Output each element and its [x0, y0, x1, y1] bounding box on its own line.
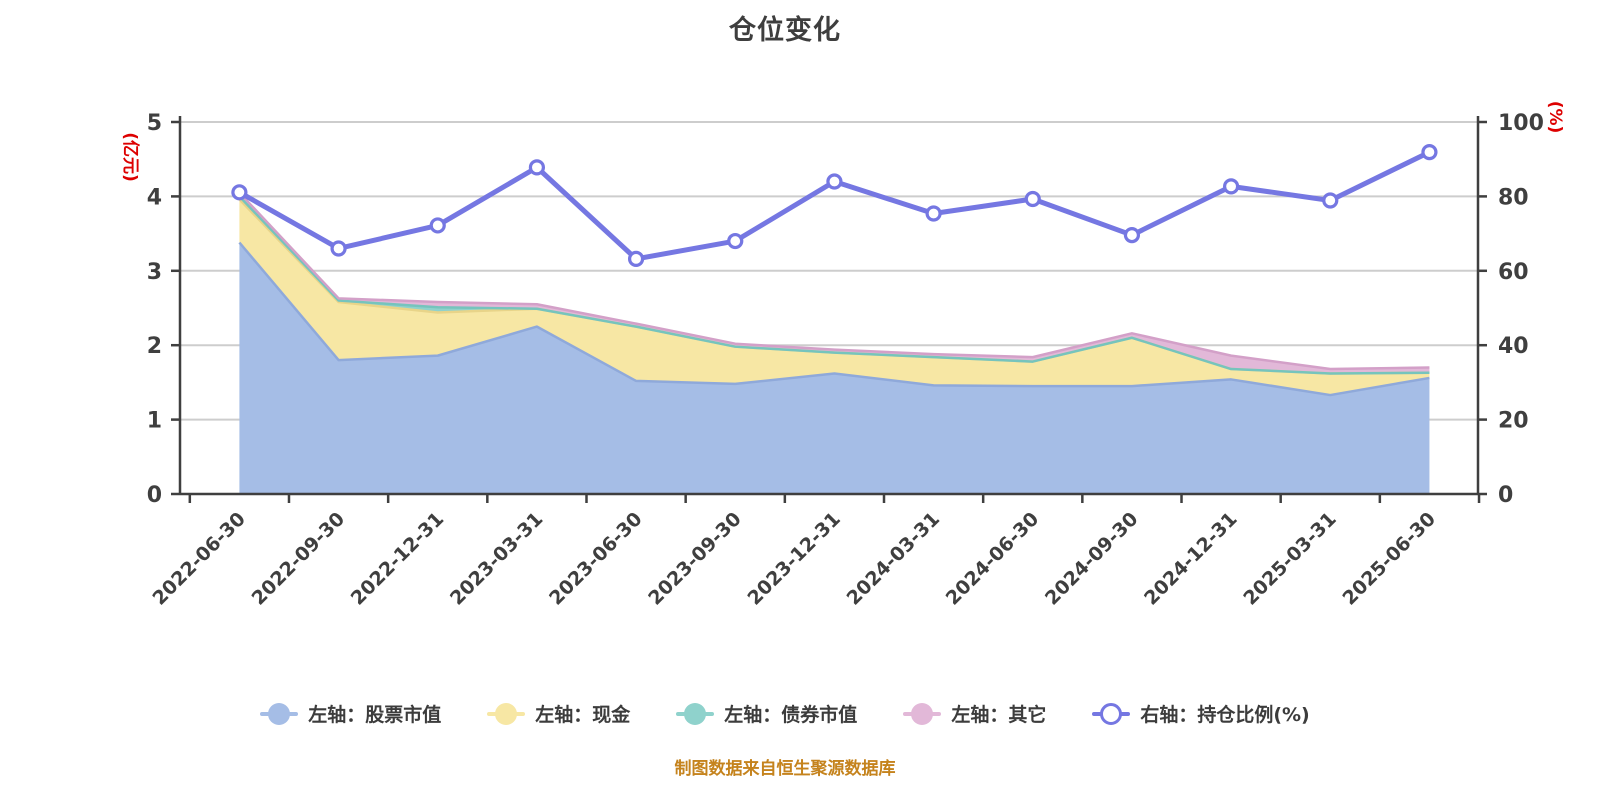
legend-label: 右轴：持仓比例(%) [1140, 704, 1310, 726]
legend-item-左轴：现金[interactable]: 左轴：现金 [487, 700, 630, 727]
data-source-note: 制图数据来自恒生聚源数据库 [674, 759, 896, 779]
right-axis-unit-label: (%) [1545, 101, 1565, 134]
x-axis-label: 2022-06-30 [148, 508, 250, 610]
area-左轴：股票市值[interactable] [239, 242, 1430, 494]
axes [171, 116, 1487, 503]
area-edge-左轴：股票市值 [238, 241, 1430, 397]
left-axis-tick: 2 [147, 334, 162, 359]
legend-label: 左轴：股票市值 [308, 704, 442, 726]
x-axis-label: 2024-09-30 [1041, 508, 1143, 610]
ratio-point[interactable] [727, 232, 744, 250]
legend-item-左轴：债券市值[interactable]: 左轴：债券市值 [676, 700, 857, 727]
left-axis-tick: 1 [147, 409, 162, 434]
legend-label: 左轴：现金 [535, 704, 631, 726]
ratio-point[interactable] [1322, 192, 1339, 209]
legend-label: 左轴：其它 [951, 704, 1047, 726]
x-axis-tick-labels: 2022-06-302022-09-302022-12-312023-03-31… [148, 508, 1440, 610]
ratio-point[interactable] [925, 205, 942, 222]
ratio-line[interactable] [236, 149, 1432, 262]
right-axis-tick: 60 [1498, 260, 1529, 285]
chart-legend: 左轴：股票市值 左轴：现金 左轴：债券市值 左轴：其它 右轴：持仓比例(%) [0, 700, 1570, 727]
right-axis-tick: 20 [1498, 409, 1529, 434]
ratio-point[interactable] [1421, 144, 1438, 161]
stacked-areas [238, 191, 1430, 494]
legend-area-marker-icon [487, 701, 526, 727]
left-axis-tick: 5 [147, 111, 162, 136]
left-axis-tick: 4 [147, 185, 162, 210]
x-axis-label: 2022-12-31 [347, 508, 449, 610]
area-edge-左轴：其它 [238, 191, 1430, 371]
ratio-point[interactable] [330, 240, 347, 257]
right-axis-tick-labels: 0 20 40 60 80 100 [1498, 111, 1544, 508]
legend-area-marker-icon [903, 701, 942, 727]
ratio-point[interactable] [826, 173, 843, 190]
chart-title: 仓位变化 [729, 15, 841, 46]
right-axis-tick: 100 [1498, 111, 1544, 136]
legend-area-marker-icon [260, 701, 299, 727]
ratio-point[interactable] [627, 250, 645, 267]
x-axis-label: 2023-06-30 [545, 508, 647, 610]
x-axis-label: 2025-03-31 [1239, 508, 1341, 610]
legend-item-左轴：股票市值[interactable]: 左轴：股票市值 [260, 700, 441, 727]
ratio-point[interactable] [1024, 190, 1041, 208]
x-axis-label: 2025-06-30 [1338, 508, 1440, 610]
ratio-point[interactable] [231, 184, 248, 201]
ratio-line-series [231, 144, 1438, 267]
legend-line-marker-icon [1092, 701, 1131, 727]
right-axis-tick: 40 [1498, 334, 1529, 359]
ratio-point[interactable] [429, 217, 446, 234]
x-axis-label: 2022-09-30 [248, 508, 350, 610]
x-axis-label: 2024-12-31 [1140, 508, 1242, 610]
legend-item-右轴：持仓比例(%)[interactable]: 右轴：持仓比例(%) [1092, 700, 1310, 727]
x-axis-label: 2024-06-30 [942, 508, 1044, 610]
left-axis-tick: 0 [147, 483, 162, 508]
ratio-point[interactable] [1123, 226, 1141, 244]
area-edge-左轴：债券市值 [238, 195, 1430, 375]
ratio-point[interactable] [528, 159, 546, 176]
x-axis-label: 2023-03-31 [446, 508, 548, 610]
x-axis-label: 2024-03-31 [843, 508, 945, 610]
area-左轴：现金[interactable] [239, 199, 1430, 396]
right-axis-tick: 0 [1498, 483, 1513, 508]
x-axis-label: 2023-12-31 [743, 508, 845, 610]
legend-area-marker-icon [676, 701, 715, 727]
right-axis-tick: 80 [1498, 185, 1529, 210]
left-axis-unit-label: (亿元) [120, 132, 141, 182]
legend-label: 左轴：债券市值 [724, 704, 858, 726]
left-axis-tick: 3 [147, 260, 162, 285]
left-axis-tick-labels: 0 1 2 3 4 5 [147, 111, 162, 508]
ratio-point[interactable] [1222, 178, 1240, 195]
legend-item-左轴：其它[interactable]: 左轴：其它 [903, 700, 1046, 727]
x-axis-label: 2023-09-30 [644, 508, 746, 610]
